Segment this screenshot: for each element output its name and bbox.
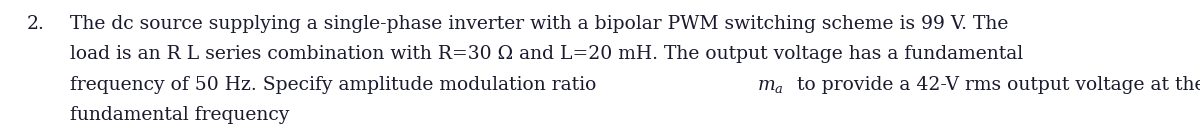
Text: load is an R L series combination with R=30 Ω and L=20 mH. The output voltage ha: load is an R L series combination with R…: [70, 45, 1022, 63]
Text: 2.: 2.: [26, 15, 44, 33]
Text: to provide a 42-V rms output voltage at the: to provide a 42-V rms output voltage at …: [791, 76, 1200, 94]
Text: The dc source supplying a single-phase inverter with a bipolar PWM switching sch: The dc source supplying a single-phase i…: [70, 15, 1008, 33]
Text: fundamental frequency: fundamental frequency: [70, 106, 289, 124]
Text: $m_a$: $m_a$: [756, 76, 784, 94]
Text: frequency of 50 Hz. Specify amplitude modulation ratio: frequency of 50 Hz. Specify amplitude mo…: [70, 76, 602, 94]
